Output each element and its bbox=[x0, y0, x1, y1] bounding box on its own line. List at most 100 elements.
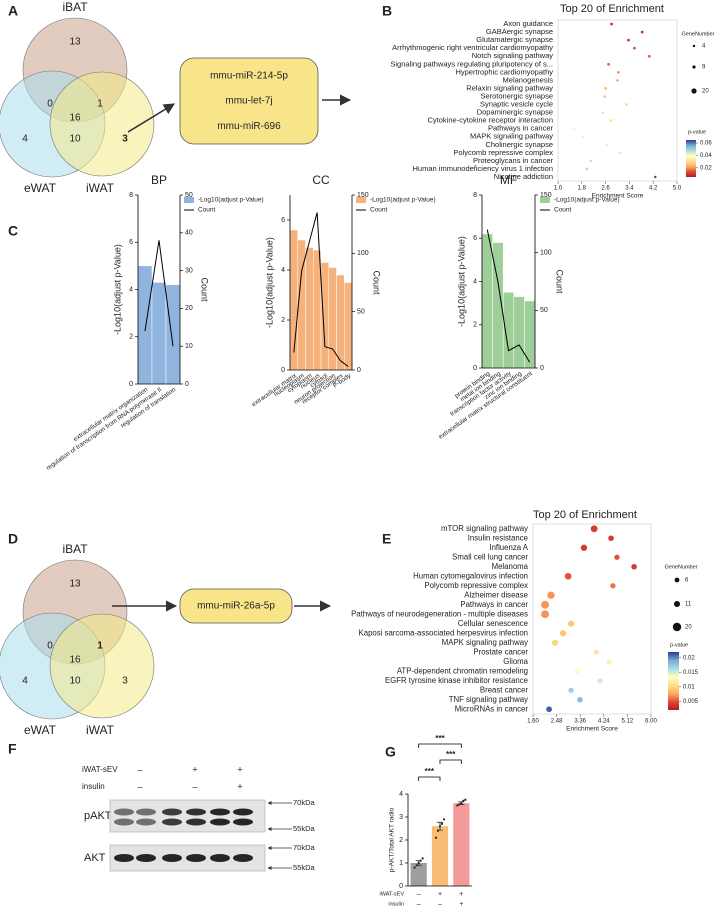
legend-swatch bbox=[184, 197, 194, 203]
category-label: Cholinergic synapse bbox=[485, 140, 553, 149]
bar bbox=[137, 265, 153, 385]
panel-letter: B bbox=[382, 3, 392, 19]
blot-membrane bbox=[109, 799, 266, 833]
colorbar-label: 0.02 bbox=[700, 165, 712, 171]
mirna-label: mmu-let-7j bbox=[225, 96, 272, 107]
y-tick-label: 4 bbox=[281, 267, 285, 274]
x-tick-label: 1.8 bbox=[578, 186, 587, 192]
chart-title: BP bbox=[151, 173, 167, 187]
dot bbox=[603, 95, 606, 98]
data-point bbox=[436, 829, 440, 832]
y2-tick-label: 100 bbox=[540, 250, 552, 257]
dot bbox=[580, 544, 588, 551]
dot bbox=[606, 659, 612, 665]
condition-label: iWAT-sEV bbox=[380, 891, 405, 897]
y2-tick-label: 40 bbox=[185, 230, 193, 237]
y2-tick-label: 0 bbox=[357, 367, 361, 374]
colorbar bbox=[686, 140, 696, 177]
significance-bracket bbox=[418, 776, 441, 781]
blot-band bbox=[114, 854, 134, 862]
data-point bbox=[458, 803, 461, 806]
dot bbox=[610, 583, 616, 589]
y-tick-label: 6 bbox=[129, 239, 133, 246]
venn-count: 16 bbox=[69, 655, 81, 666]
dot bbox=[597, 678, 603, 684]
y-tick-label: 6 bbox=[281, 217, 285, 224]
bar bbox=[513, 296, 525, 369]
dot bbox=[654, 175, 657, 179]
dot bbox=[616, 79, 619, 82]
panel-letter: D bbox=[8, 531, 18, 547]
x-tick-label: 2.6 bbox=[601, 186, 610, 192]
condition-sign: + bbox=[459, 891, 463, 898]
y2-tick-label: 50 bbox=[357, 309, 365, 316]
bar bbox=[344, 282, 353, 371]
venn-count: 4 bbox=[22, 676, 28, 687]
dot bbox=[568, 620, 575, 627]
bar bbox=[410, 863, 427, 886]
colorbar-label: 0.02 bbox=[683, 655, 695, 661]
dot bbox=[631, 563, 637, 570]
count-line bbox=[293, 212, 349, 367]
chart-title: Top 20 of Enrichment bbox=[560, 3, 664, 15]
dot bbox=[564, 572, 572, 580]
y-axis-title: -Log10(adjust p-Value) bbox=[264, 237, 274, 328]
mirna-label: mmu-miR-214-5p bbox=[210, 70, 288, 81]
category-label: Cellular senescence bbox=[458, 619, 528, 628]
condition-sign: + bbox=[237, 781, 242, 791]
dot bbox=[609, 119, 613, 123]
venn-count: 1 bbox=[97, 641, 103, 652]
bar bbox=[165, 284, 181, 385]
category-label: MAPK signaling pathway bbox=[470, 132, 553, 141]
blot-band bbox=[162, 808, 182, 816]
category-label: Proteoglycans in cancer bbox=[473, 156, 554, 165]
category-label: Prostate cancer bbox=[473, 647, 528, 656]
x-tick-label: 3.36 bbox=[574, 719, 586, 725]
category-label: Polycomb repressive complex bbox=[453, 148, 553, 157]
blot-band bbox=[136, 808, 156, 816]
bar bbox=[502, 292, 515, 369]
legend-dot bbox=[673, 600, 681, 608]
legend-label: Count bbox=[370, 207, 388, 214]
category-label: Pathways in cancer bbox=[488, 124, 554, 133]
venn-count: 0 bbox=[47, 641, 53, 652]
bar bbox=[328, 267, 337, 371]
venn-set-label: eWAT bbox=[24, 181, 57, 195]
legend-title: GeneNumber bbox=[664, 564, 697, 570]
blot-band bbox=[233, 808, 253, 816]
y-tick-label: 2 bbox=[129, 334, 133, 341]
dot bbox=[581, 135, 585, 139]
category-label: Influenza A bbox=[489, 543, 528, 552]
y-tick-label: 8 bbox=[129, 192, 133, 199]
y-tick-label: 3 bbox=[399, 814, 403, 821]
dot bbox=[627, 38, 630, 42]
condition-sign: + bbox=[192, 764, 197, 774]
y-tick-label: 0 bbox=[399, 883, 403, 890]
dot bbox=[648, 54, 651, 58]
venn-set-label: iWAT bbox=[86, 723, 115, 737]
data-point bbox=[413, 866, 416, 869]
legend-title: GeneNumber bbox=[681, 31, 714, 37]
y-tick-label: 0 bbox=[473, 365, 477, 372]
legend-label: 9 bbox=[702, 65, 706, 71]
dot bbox=[590, 525, 598, 533]
x-tick-label: 1.60 bbox=[527, 719, 539, 725]
category-label: TNF signaling pathway bbox=[449, 695, 528, 704]
legend-label: 6 bbox=[685, 578, 689, 584]
significance-bracket bbox=[439, 759, 462, 764]
category-label: Polycomb repressive complex bbox=[424, 581, 528, 590]
y-tick-label: 0 bbox=[281, 367, 285, 374]
venn-count: 3 bbox=[122, 676, 128, 687]
blot-band bbox=[210, 808, 230, 816]
blot-band bbox=[210, 818, 230, 826]
category-label: Human immunodeficiency virus 1 infection bbox=[413, 164, 553, 173]
dot bbox=[546, 706, 553, 713]
dot bbox=[547, 591, 555, 599]
chart-title: CC bbox=[312, 173, 330, 187]
category-label: Dopaminergic synapse bbox=[477, 108, 553, 117]
venn-count: 4 bbox=[22, 134, 28, 145]
dot bbox=[605, 143, 608, 147]
legend-title: p-value bbox=[688, 129, 706, 135]
colorbar bbox=[668, 652, 679, 710]
